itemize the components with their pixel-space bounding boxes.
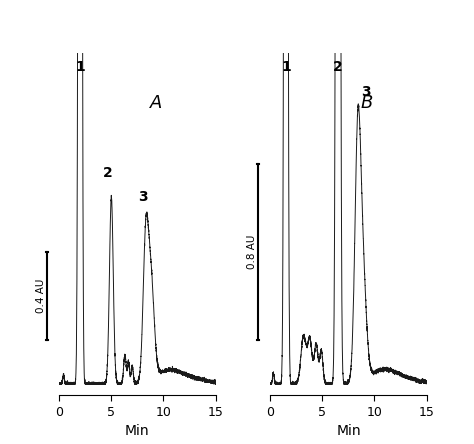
- Text: 2: 2: [103, 166, 113, 180]
- Text: A: A: [150, 94, 163, 112]
- Text: 1: 1: [75, 60, 85, 74]
- Text: 0.8 AU: 0.8 AU: [247, 234, 257, 269]
- Text: 2: 2: [333, 60, 343, 74]
- Text: 1: 1: [281, 60, 291, 74]
- Text: 3: 3: [361, 84, 371, 99]
- Text: B: B: [361, 94, 374, 112]
- Text: 3: 3: [138, 190, 147, 204]
- X-axis label: Min: Min: [336, 424, 361, 438]
- X-axis label: Min: Min: [125, 424, 150, 438]
- Text: 0.4 AU: 0.4 AU: [36, 279, 46, 313]
